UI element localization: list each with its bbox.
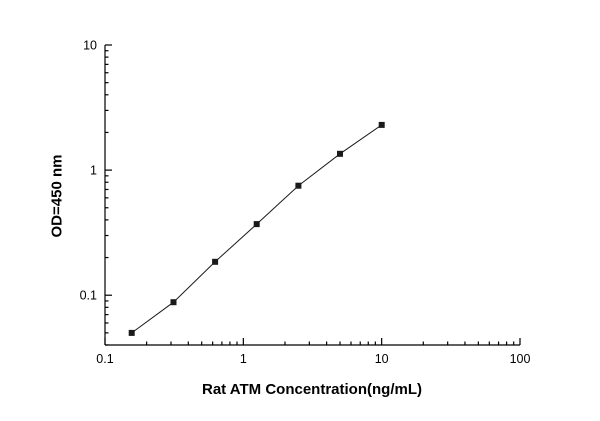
y-tick-label: 1	[90, 164, 97, 178]
y-axis-ticks	[105, 44, 112, 346]
y-axis-label: OD=450 nm	[48, 154, 66, 238]
y-tick-label: 0.1	[80, 289, 97, 303]
axes	[104, 45, 520, 346]
data-point-marker	[212, 258, 219, 265]
x-tick-label: 10	[375, 352, 389, 366]
x-tick-label: 100	[510, 352, 531, 366]
x-tick-labels: 0.1 1 10 100	[96, 352, 530, 366]
data-point-marker	[128, 329, 135, 336]
data-point-marker	[253, 221, 260, 228]
x-tick-label: 1	[240, 352, 247, 366]
series-standard-curve	[128, 121, 385, 336]
data-point-marker	[295, 182, 302, 189]
data-point-marker	[378, 121, 385, 128]
data-point-marker	[170, 299, 177, 306]
x-tick-label: 0.1	[96, 352, 113, 366]
y-tick-labels: 0.1 1 10	[80, 39, 97, 303]
x-axis-label: Rat ATM Concentration(ng/mL)	[202, 381, 422, 398]
data-point-marker	[337, 150, 343, 157]
series-line	[131, 124, 382, 334]
y-tick-label: 10	[83, 39, 97, 53]
x-axis-ticks	[104, 338, 521, 345]
